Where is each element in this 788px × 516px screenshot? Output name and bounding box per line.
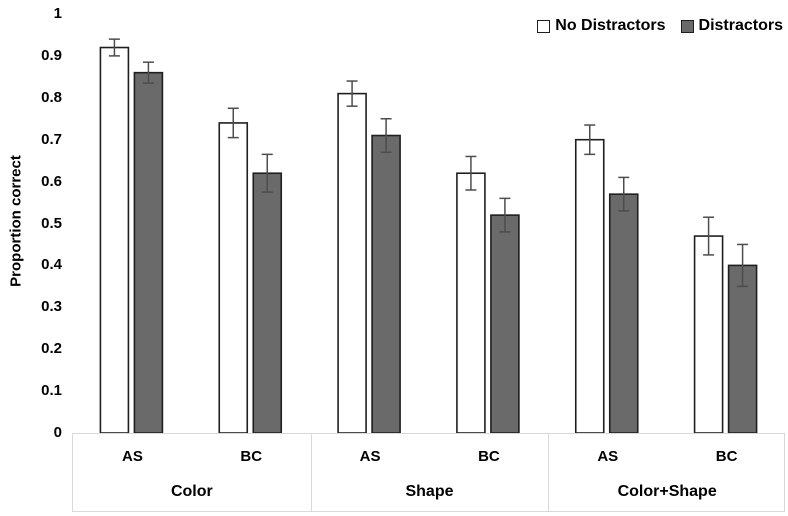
bar-distractors — [490, 214, 520, 434]
legend-label-distractors: Distractors — [698, 17, 783, 34]
legend-label-no-distractors: No Distractors — [555, 17, 666, 34]
y-tick-label: 0.5 — [41, 214, 62, 232]
bar-no-distractors — [693, 235, 724, 434]
y-tick-label: 0.4 — [41, 256, 62, 274]
x-subcategory-label: BC — [240, 448, 263, 465]
legend-item-no-distractors: No Distractors — [537, 17, 666, 35]
y-tick-label: 0.7 — [41, 130, 62, 148]
group-divider — [548, 434, 550, 511]
x-subcategory-label: AS — [359, 448, 381, 465]
bar-distractors — [371, 134, 401, 434]
bar-no-distractors — [218, 122, 249, 434]
y-tick-label: 0 — [53, 424, 62, 441]
y-tick-label: 1 — [53, 5, 62, 22]
bar-no-distractors — [574, 138, 605, 434]
bar-no-distractors — [99, 46, 130, 434]
x-group-label: Color — [170, 483, 213, 500]
bar-distractors — [133, 71, 164, 434]
bar-no-distractors — [337, 92, 367, 434]
bar-distractors — [727, 264, 758, 434]
y-tick-label: 0.3 — [41, 298, 62, 316]
x-group-label: Shape — [405, 483, 454, 500]
x-group-label: Color+Shape — [617, 483, 717, 500]
legend-swatch-distractors — [680, 19, 694, 33]
y-tick-label: 0.8 — [41, 88, 62, 106]
x-subcategory-label: AS — [597, 448, 619, 465]
y-tick-label: 0.2 — [41, 340, 62, 358]
y-tick-label: 0.6 — [41, 172, 62, 190]
x-subcategory-label: BC — [715, 448, 738, 465]
bar-no-distractors — [456, 172, 486, 434]
legend-item-distractors: Distractors — [680, 17, 783, 35]
y-tick-label: 0.9 — [41, 46, 62, 64]
x-subcategory-label: AS — [121, 448, 143, 465]
bar-distractors — [252, 172, 283, 434]
group-divider — [310, 434, 312, 511]
legend: No Distractors Distractors — [537, 17, 783, 35]
category-axis-box: AS BC AS BC AS BC Color Shape Color+Shape — [72, 433, 785, 512]
legend-swatch-no-distractors — [537, 19, 551, 33]
x-subcategory-label: BC — [478, 448, 500, 465]
y-tick-label: 0.1 — [41, 382, 62, 400]
bar-distractors — [608, 193, 639, 434]
